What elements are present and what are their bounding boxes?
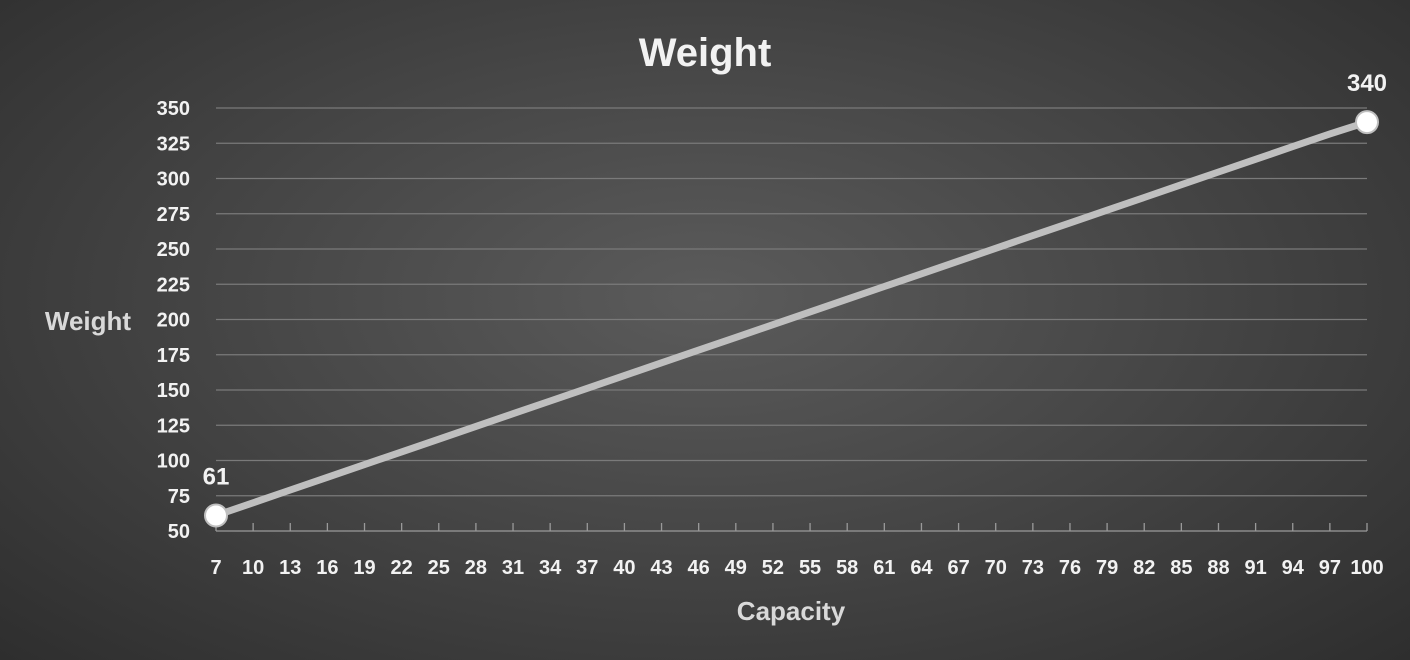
data-point <box>1105 208 1110 213</box>
data-point <box>733 335 738 340</box>
x-tick-label: 16 <box>316 557 338 579</box>
x-tick-label: 49 <box>725 557 747 579</box>
data-point <box>808 309 813 314</box>
x-tick-label: 91 <box>1244 557 1266 579</box>
data-label: 340 <box>1347 70 1387 97</box>
x-tick-label: 31 <box>502 557 524 579</box>
data-point <box>956 259 961 264</box>
y-tick-label: 225 <box>157 274 190 296</box>
y-tick-label: 300 <box>157 169 190 191</box>
data-point <box>659 360 664 365</box>
x-tick-label: 13 <box>279 557 301 579</box>
x-axis-title: Capacity <box>737 596 846 626</box>
y-tick-label: 150 <box>157 380 190 402</box>
x-tick-label: 82 <box>1133 557 1155 579</box>
x-tick-label: 94 <box>1282 557 1305 579</box>
x-tick-label: 76 <box>1059 557 1081 579</box>
x-tick-label: 7 <box>210 557 221 579</box>
x-tick-label: 97 <box>1319 557 1341 579</box>
data-point <box>1253 157 1258 162</box>
data-point <box>1179 182 1184 187</box>
x-tick-label: 43 <box>650 557 672 579</box>
data-point <box>288 487 293 492</box>
x-axis-ticks: 7 10 13 16 19 22 25 28 31 34 37 40 43 46 49 52 55 58 61 64 6… <box>210 557 1383 579</box>
y-tick-label: 275 <box>157 204 190 226</box>
data-point <box>770 322 775 327</box>
gridlines <box>216 107 1367 497</box>
data-point <box>919 271 924 276</box>
x-tick-label: 70 <box>985 557 1007 579</box>
y-tick-label: 250 <box>157 239 190 261</box>
x-tick-label: 64 <box>910 557 933 579</box>
data-labels: 61 340 <box>203 70 1387 528</box>
data-point <box>251 500 256 505</box>
x-tick-label: 40 <box>613 557 635 579</box>
data-point <box>325 475 330 480</box>
data-point <box>511 411 516 416</box>
data-point <box>622 373 627 378</box>
x-tick-label: 79 <box>1096 557 1118 579</box>
data-point <box>473 424 478 429</box>
x-tick-label: 55 <box>799 557 821 579</box>
x-tick-label: 37 <box>576 557 598 579</box>
y-tick-label: 325 <box>157 133 190 155</box>
y-tick-label: 100 <box>157 451 190 473</box>
x-tick-label: 22 <box>391 557 413 579</box>
data-point <box>993 246 998 251</box>
chart-title: Weight <box>639 31 772 75</box>
x-tick-label: 19 <box>353 557 375 579</box>
series-layer <box>212 118 1371 519</box>
data-point <box>1030 233 1035 238</box>
data-point <box>1327 131 1332 136</box>
data-point <box>696 348 701 353</box>
x-tick-label: 52 <box>762 557 784 579</box>
x-tick-label: 34 <box>539 557 562 579</box>
x-tick-label: 61 <box>873 557 895 579</box>
highlight-marker <box>1355 110 1379 135</box>
y-tick-label: 50 <box>168 521 190 543</box>
data-point <box>1142 195 1147 200</box>
x-tick-label: 10 <box>242 557 264 579</box>
data-point <box>882 284 887 289</box>
x-tick-label: 28 <box>465 557 487 579</box>
y-tick-label: 75 <box>168 486 190 508</box>
y-tick-label: 200 <box>157 310 190 332</box>
data-point <box>399 449 404 454</box>
x-tick-label: 100 <box>1350 557 1383 579</box>
data-point <box>1067 220 1072 225</box>
data-point <box>1216 170 1221 175</box>
y-axis-ticks: 50 75 100 125 150 175 200 225 250 275 300 325 350 <box>157 98 190 543</box>
data-point <box>845 297 850 302</box>
y-axis-title: Weight <box>45 306 132 336</box>
x-tick-label: 85 <box>1170 557 1192 579</box>
x-tick-label: 88 <box>1207 557 1229 579</box>
data-point <box>585 386 590 391</box>
data-point <box>1290 144 1295 149</box>
y-tick-label: 125 <box>157 415 190 437</box>
highlight-marker <box>204 503 228 528</box>
data-point <box>548 398 553 403</box>
data-label: 61 <box>203 463 230 490</box>
x-tick-label: 58 <box>836 557 858 579</box>
series-line <box>212 118 1371 519</box>
x-tick-label: 25 <box>428 557 450 579</box>
x-tick-label: 67 <box>947 557 969 579</box>
x-axis <box>215 523 1368 532</box>
y-tick-label: 350 <box>157 98 190 120</box>
data-point <box>362 462 367 467</box>
data-point <box>436 437 441 442</box>
x-tick-label: 73 <box>1022 557 1044 579</box>
y-tick-label: 175 <box>157 345 190 367</box>
x-tick-label: 46 <box>688 557 710 579</box>
